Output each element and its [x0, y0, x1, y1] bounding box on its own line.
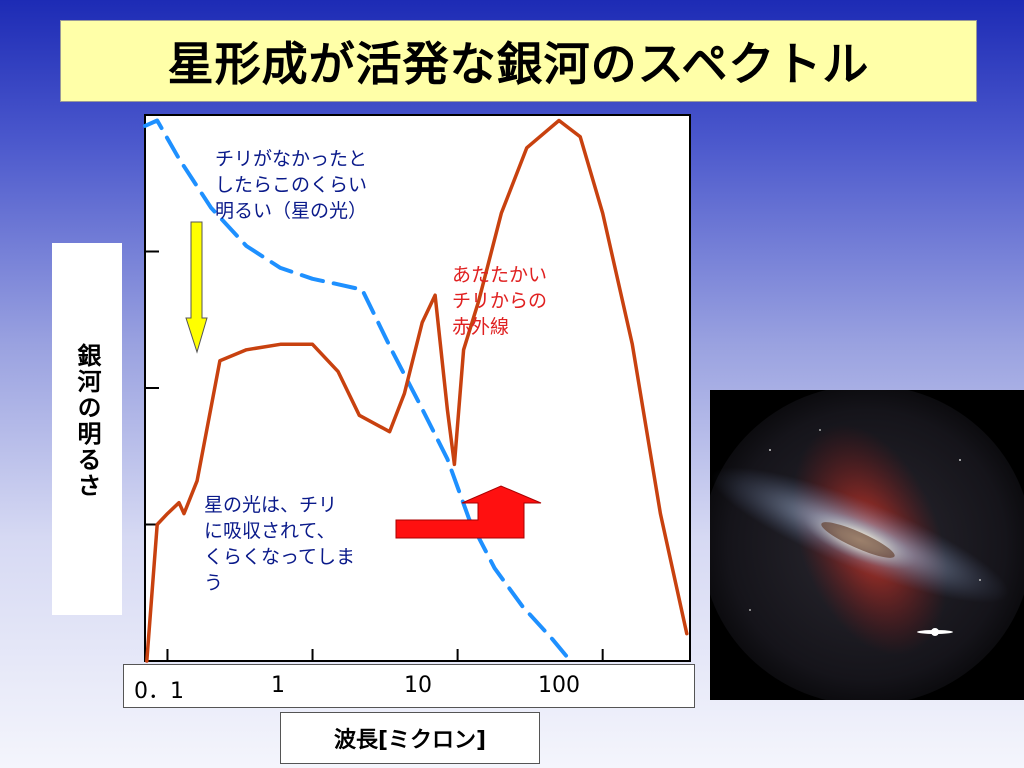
y-axis-label-box: 銀河の明るさ — [52, 243, 122, 615]
x-ticks — [166, 649, 604, 661]
galaxy-photo — [710, 390, 1024, 700]
x-tick-label: 100 — [538, 673, 580, 698]
x-axis-label-box: 波長[ミクロン] — [280, 712, 540, 764]
annotation-no-dust: チリがなかったと したらこのくらい 明るい（星の光） — [215, 148, 368, 222]
x-tick-label: 1 — [271, 673, 285, 698]
series-line-galaxy-spectrum — [145, 118, 689, 663]
x-tick-label: 10 — [404, 673, 432, 698]
y-axis-label: 銀河の明るさ — [73, 343, 101, 499]
dimming-arrow-icon — [185, 221, 208, 354]
page-title: 星形成が活発な銀河のスペクトル — [167, 37, 870, 91]
reemission-arrow-icon — [395, 485, 542, 539]
x-axis-label: 波長[ミクロン] — [333, 728, 487, 753]
series-line-star-light — [143, 118, 573, 663]
annotation-warm-dust: あたたかい チリからの 赤外線 — [452, 264, 548, 338]
x-tick-label: 0．1 — [134, 679, 184, 704]
title-banner: 星形成が活発な銀河のスペクトル — [60, 20, 977, 102]
annotation-absorption: 星の光は、チリ に吸収されて、 くらくなってしま う — [204, 494, 356, 594]
x-tick-label-box: 0．1 1 10 100 — [123, 664, 695, 708]
